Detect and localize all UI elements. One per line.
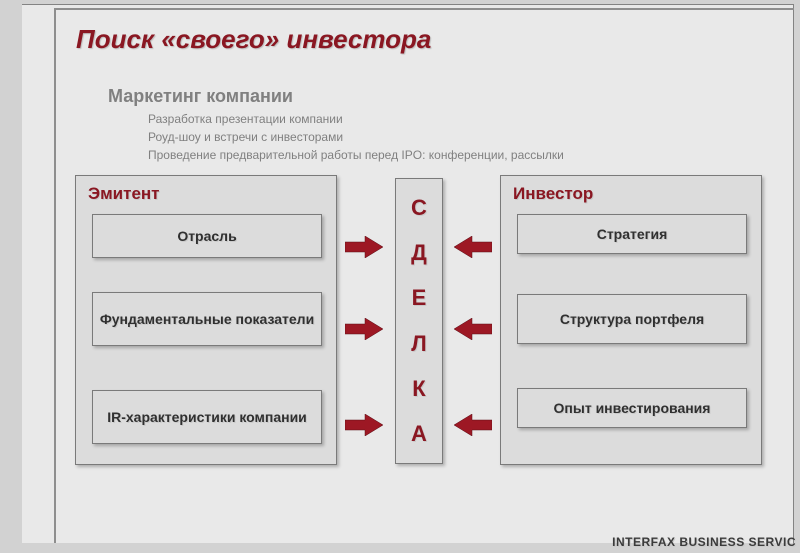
- deal-column: С Д Е Л К А: [395, 178, 443, 464]
- arrow-left-icon: [454, 236, 492, 258]
- investor-item-label: Опыт инвестирования: [554, 400, 711, 417]
- deal-letter: Е: [412, 285, 427, 311]
- investor-item: Структура портфеля: [517, 294, 747, 344]
- arrow-left-icon: [454, 318, 492, 340]
- issuer-title: Эмитент: [88, 184, 160, 204]
- deal-letter: К: [412, 376, 425, 402]
- investor-item-label: Структура портфеля: [560, 311, 704, 328]
- issuer-item: IR-характеристики компании: [92, 390, 322, 444]
- bullet-item: Разработка презентации компании: [148, 110, 564, 128]
- investor-item: Стратегия: [517, 214, 747, 254]
- footer-text: INTERFAX BUSINESS SERVIC: [612, 535, 796, 549]
- slide-subtitle: Маркетинг компании: [108, 86, 293, 107]
- rule-left: [54, 8, 56, 543]
- bullet-item: Проведение предварительной работы перед …: [148, 146, 564, 164]
- arrow-left-icon: [454, 414, 492, 436]
- investor-item: Опыт инвестирования: [517, 388, 747, 428]
- arrow-right-icon: [345, 414, 383, 436]
- deal-letter: Д: [411, 240, 427, 266]
- slide-title: Поиск «своего» инвестора: [76, 24, 431, 55]
- investor-panel: Инвестор Стратегия Структура портфеля Оп…: [500, 175, 762, 465]
- deal-letter: Л: [411, 331, 426, 357]
- issuer-item: Отрасль: [92, 214, 322, 258]
- issuer-item-label: Фундаментальные показатели: [100, 311, 314, 328]
- investor-title: Инвестор: [513, 184, 593, 204]
- deal-letter: С: [411, 195, 427, 221]
- bullet-item: Роуд-шоу и встречи с инвесторами: [148, 128, 564, 146]
- rule-top: [54, 8, 794, 10]
- issuer-item: Фундаментальные показатели: [92, 292, 322, 346]
- deal-letter: А: [411, 421, 427, 447]
- bullet-list: Разработка презентации компании Роуд-шоу…: [148, 110, 564, 164]
- arrow-right-icon: [345, 318, 383, 340]
- investor-item-label: Стратегия: [597, 226, 668, 243]
- issuer-item-label: IR-характеристики компании: [107, 409, 307, 426]
- arrow-right-icon: [345, 236, 383, 258]
- issuer-panel: Эмитент Отрасль Фундаментальные показате…: [75, 175, 337, 465]
- issuer-item-label: Отрасль: [177, 228, 236, 245]
